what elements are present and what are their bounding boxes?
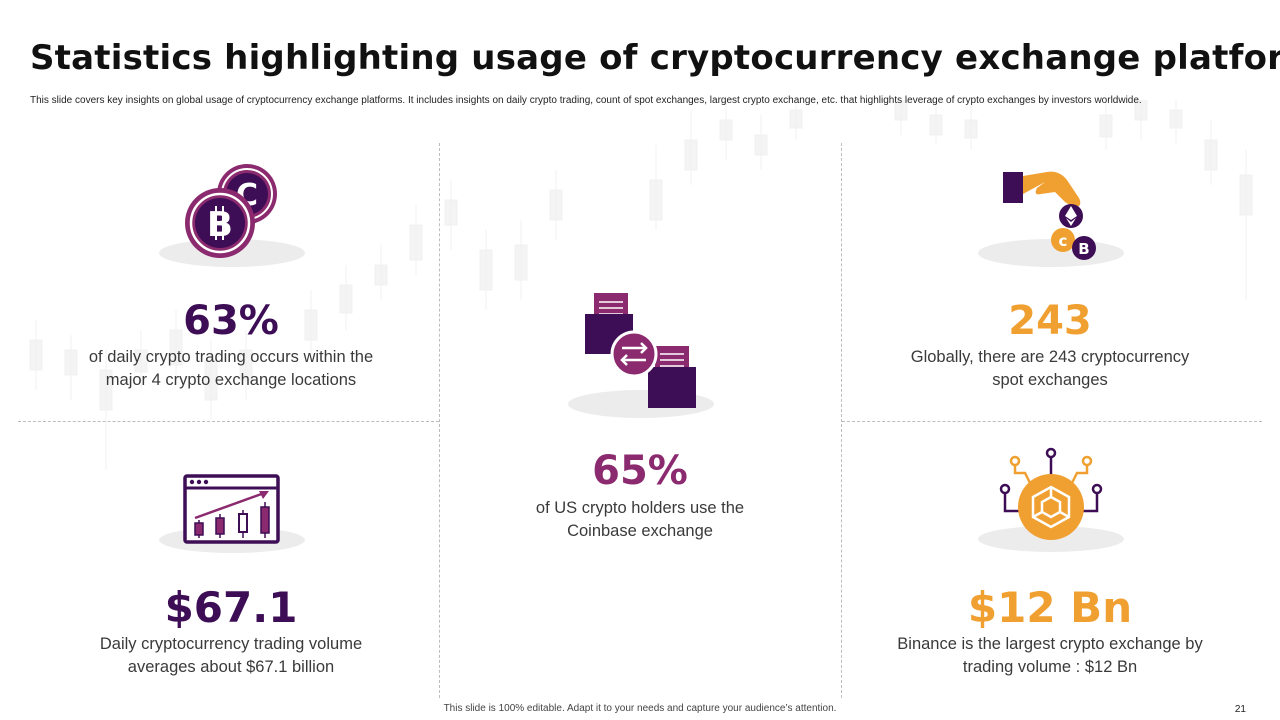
svg-text:B: B <box>1078 240 1089 258</box>
stat-desc-line1: of US crypto holders use the <box>535 499 745 517</box>
binance-circuit-icon <box>978 447 1124 552</box>
stat-desc-line1: Daily cryptocurrency trading volume <box>99 635 363 653</box>
svg-text:B: B <box>207 205 233 245</box>
divider-horizontal-right <box>842 421 1262 422</box>
stat-value-coinbase: 65% <box>592 448 688 494</box>
slide-footer: This slide is 100% editable. Adapt it to… <box>443 703 837 714</box>
page-number: 21 <box>1234 704 1246 715</box>
stat-desc-daily-trading: of daily crypto trading occurs within th… <box>61 346 401 392</box>
stat-desc-line2: major 4 crypto exchange locations <box>105 371 357 389</box>
stat-value-spot-exchanges: 243 <box>1008 298 1092 344</box>
background-candlestick-chart <box>29 100 1253 470</box>
slide-subtitle: This slide covers key insights on global… <box>30 95 1142 106</box>
stat-value-trading-volume: $67.1 <box>164 583 298 632</box>
stat-desc-spot-exchanges: Globally, there are 243 cryptocurrency s… <box>880 346 1220 392</box>
stat-desc-line2: Coinbase exchange <box>567 522 713 540</box>
divider-horizontal-left <box>18 421 439 422</box>
coins-icon: C B <box>159 164 305 267</box>
exchange-folders-icon <box>568 293 714 418</box>
stat-desc-trading-volume: Daily cryptocurrency trading volume aver… <box>61 633 401 679</box>
stat-desc-coinbase: of US crypto holders use the Coinbase ex… <box>470 497 810 543</box>
stat-desc-line2: averages about $67.1 billion <box>127 658 335 676</box>
slide-title: Statistics highlighting usage of cryptoc… <box>30 38 1280 78</box>
stat-value-daily-trading: 63% <box>183 298 279 344</box>
stat-desc-line1: Binance is the largest crypto exchange b… <box>897 635 1203 653</box>
divider-vertical-right <box>841 143 842 698</box>
stat-value-binance: $12 Bn <box>967 583 1133 632</box>
stat-desc-line1: Globally, there are 243 cryptocurrency <box>910 348 1190 366</box>
stat-desc-line2: spot exchanges <box>992 371 1108 389</box>
stat-desc-line1: of daily crypto trading occurs within th… <box>88 348 374 366</box>
trading-chart-icon <box>159 474 305 553</box>
stat-desc-binance: Binance is the largest crypto exchange b… <box>880 633 1220 679</box>
hand-crypto-icon: c B <box>978 171 1124 267</box>
svg-text:c: c <box>1059 232 1068 250</box>
divider-vertical-left <box>439 143 440 698</box>
stat-desc-line2: trading volume : $12 Bn <box>962 658 1138 676</box>
